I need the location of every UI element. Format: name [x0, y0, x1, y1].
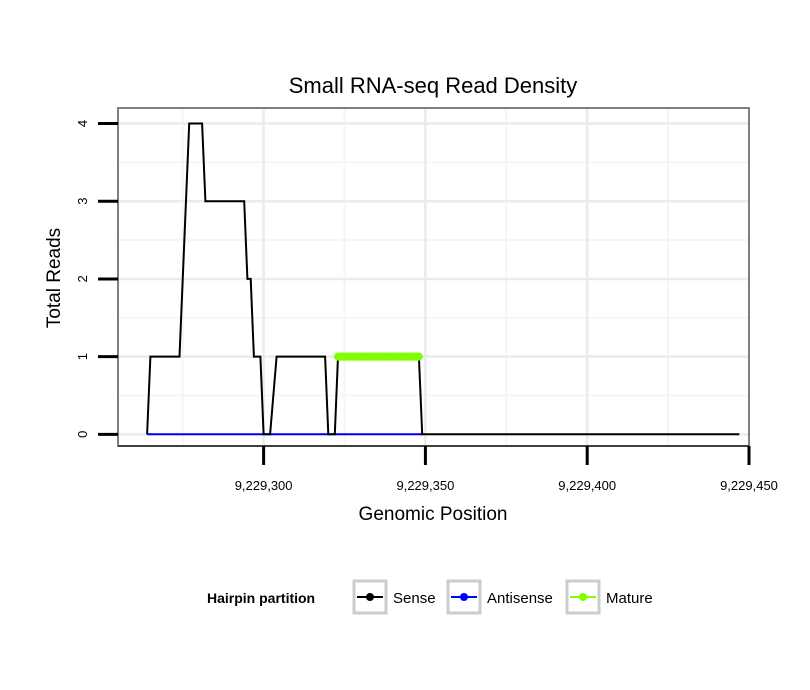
y-axis-title: Total Reads [44, 228, 65, 328]
x-tick-label: 9,229,350 [396, 478, 454, 493]
legend-label-mature: Mature [606, 590, 653, 607]
y-tick-label: 3 [75, 198, 90, 205]
y-tick-label: 2 [75, 275, 90, 282]
y-tick-label: 1 [75, 353, 90, 360]
x-tick-label: 9,229,400 [558, 478, 616, 493]
grid-lines [118, 108, 749, 446]
x-tick-label: 9,229,450 [720, 478, 778, 493]
x-axis-title: Genomic Position [359, 504, 508, 525]
plot-panel [118, 108, 749, 446]
y-axis: 0 1 2 3 4 [75, 120, 118, 438]
legend-title: Hairpin partition [207, 590, 315, 606]
legend-label-antisense: Antisense [487, 590, 553, 607]
legend-key-point-sense [366, 593, 374, 601]
data-point-mature [415, 353, 423, 361]
series-line-sense [146, 122, 740, 436]
legend-key-point-antisense [460, 593, 468, 601]
legend: Hairpin partition Sense Antisense Mature [207, 579, 653, 615]
legend-label-sense: Sense [393, 590, 436, 607]
y-tick-label: 4 [75, 120, 90, 127]
chart-title: Small RNA-seq Read Density [289, 73, 578, 98]
x-tick-label: 9,229,300 [235, 478, 293, 493]
x-axis: 9,229,300 9,229,350 9,229,400 9,229,450 [118, 445, 778, 493]
series-layer [146, 122, 740, 436]
y-tick-label: 0 [75, 431, 90, 438]
legend-key-point-mature [579, 593, 587, 601]
